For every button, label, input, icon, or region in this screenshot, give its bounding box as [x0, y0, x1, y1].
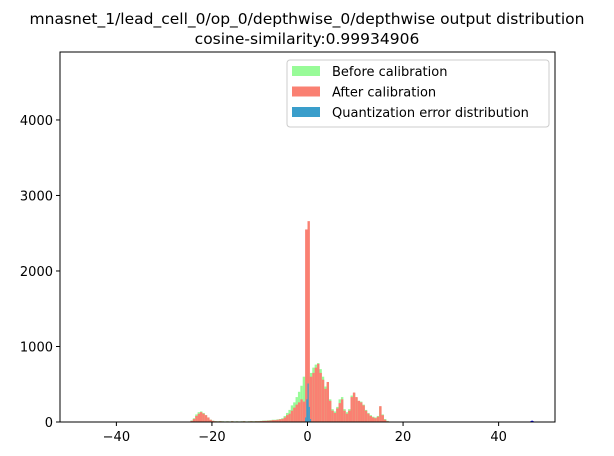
histogram-bar [192, 418, 196, 422]
legend-swatch [292, 66, 320, 76]
histogram-bar [367, 413, 370, 422]
histogram-bar [274, 420, 277, 422]
histogram-bar [209, 419, 212, 422]
histogram-bar [302, 376, 306, 422]
error-bar [306, 399, 308, 422]
histogram-bar [336, 408, 339, 422]
legend-label: Quantization error distribution [332, 106, 529, 121]
histogram-bar [190, 420, 193, 422]
histogram-bar [197, 413, 200, 422]
y-tick-label: 4000 [20, 114, 53, 129]
error-bar [308, 406, 310, 422]
histogram-bar [305, 229, 308, 422]
legend: Before calibration After calibration Quant… [286, 59, 550, 128]
histogram-bar [348, 410, 351, 422]
chart-subtitle: cosine-similarity:0.99934906 [195, 30, 420, 48]
histogram-bar [281, 418, 284, 422]
histogram-bar [379, 406, 382, 422]
histogram-bar [309, 376, 313, 422]
y-tick-label: 2000 [20, 265, 53, 280]
x-tick-label: 20 [395, 430, 412, 445]
histogram-bar [343, 410, 346, 422]
histogram-bar [293, 407, 296, 422]
histogram-bar [300, 399, 303, 422]
histogram-bar [321, 379, 325, 422]
histogram-bar [369, 415, 373, 422]
x-tick-label: −40 [103, 430, 130, 445]
histogram-bar [283, 417, 286, 422]
histogram-bar [262, 420, 265, 422]
y-tick-label: 1000 [20, 340, 53, 355]
histogram-bar [204, 415, 208, 422]
histogram-bar [319, 372, 322, 422]
histogram-bar [360, 402, 363, 422]
histogram-bar [345, 413, 349, 422]
legend-swatch [292, 86, 320, 97]
histogram-bar [314, 367, 318, 422]
histogram-bar [195, 415, 198, 422]
y-tick-label: 3000 [20, 189, 53, 204]
histogram-bar [372, 417, 375, 422]
x-tick-label: 0 [303, 430, 311, 445]
histogram-bar [350, 397, 353, 422]
histogram-bar [376, 416, 380, 422]
histogram-bar [352, 392, 356, 422]
histogram-bar [271, 420, 275, 422]
histogram-bar [340, 399, 344, 422]
histogram-bar [338, 403, 341, 422]
histogram-bar [288, 413, 291, 422]
y-tick-label: 0 [45, 416, 53, 431]
x-tick-label: 40 [490, 430, 507, 445]
chart-title: mnasnet_1/lead_cell_0/op_0/depthwise_0/d… [30, 10, 585, 29]
histogram-bar [326, 381, 330, 422]
histogram-bar [290, 410, 294, 422]
histogram-bar [381, 415, 384, 422]
histogram-bar [355, 397, 358, 422]
histogram-bar [211, 420, 215, 422]
histogram-bar [207, 417, 210, 422]
histogram-bar [317, 363, 320, 422]
error-bar [305, 417, 307, 422]
histogram-bar [278, 419, 282, 422]
histogram-bar [331, 410, 334, 422]
legend-label: Before calibration [332, 65, 447, 80]
histogram-bar [297, 402, 301, 422]
histogram-bar [266, 420, 270, 422]
histogram-bar [202, 413, 205, 422]
histogram-bar [264, 420, 267, 422]
histogram-bar [324, 388, 327, 422]
histogram-bar [362, 405, 365, 422]
histogram-bar [383, 419, 387, 422]
histogram-bar [199, 412, 203, 422]
histogram-bar [307, 221, 310, 422]
histogram-bar [285, 415, 289, 422]
legend-swatch [292, 107, 320, 117]
histogram-bar [276, 419, 279, 422]
legend-label: After calibration [332, 86, 436, 101]
histogram-bar [333, 412, 337, 422]
histogram-bar [312, 372, 315, 422]
error-bar [307, 383, 309, 422]
x-tick-label: −20 [198, 430, 225, 445]
histogram-bar [364, 410, 368, 422]
histogram-bar [269, 420, 272, 422]
histogram-bar [357, 400, 361, 422]
histogram-bar [295, 404, 298, 422]
histogram-bar [302, 401, 306, 422]
histogram-bar [374, 418, 377, 422]
histogram-bar [329, 400, 332, 422]
error-bar [309, 418, 312, 422]
